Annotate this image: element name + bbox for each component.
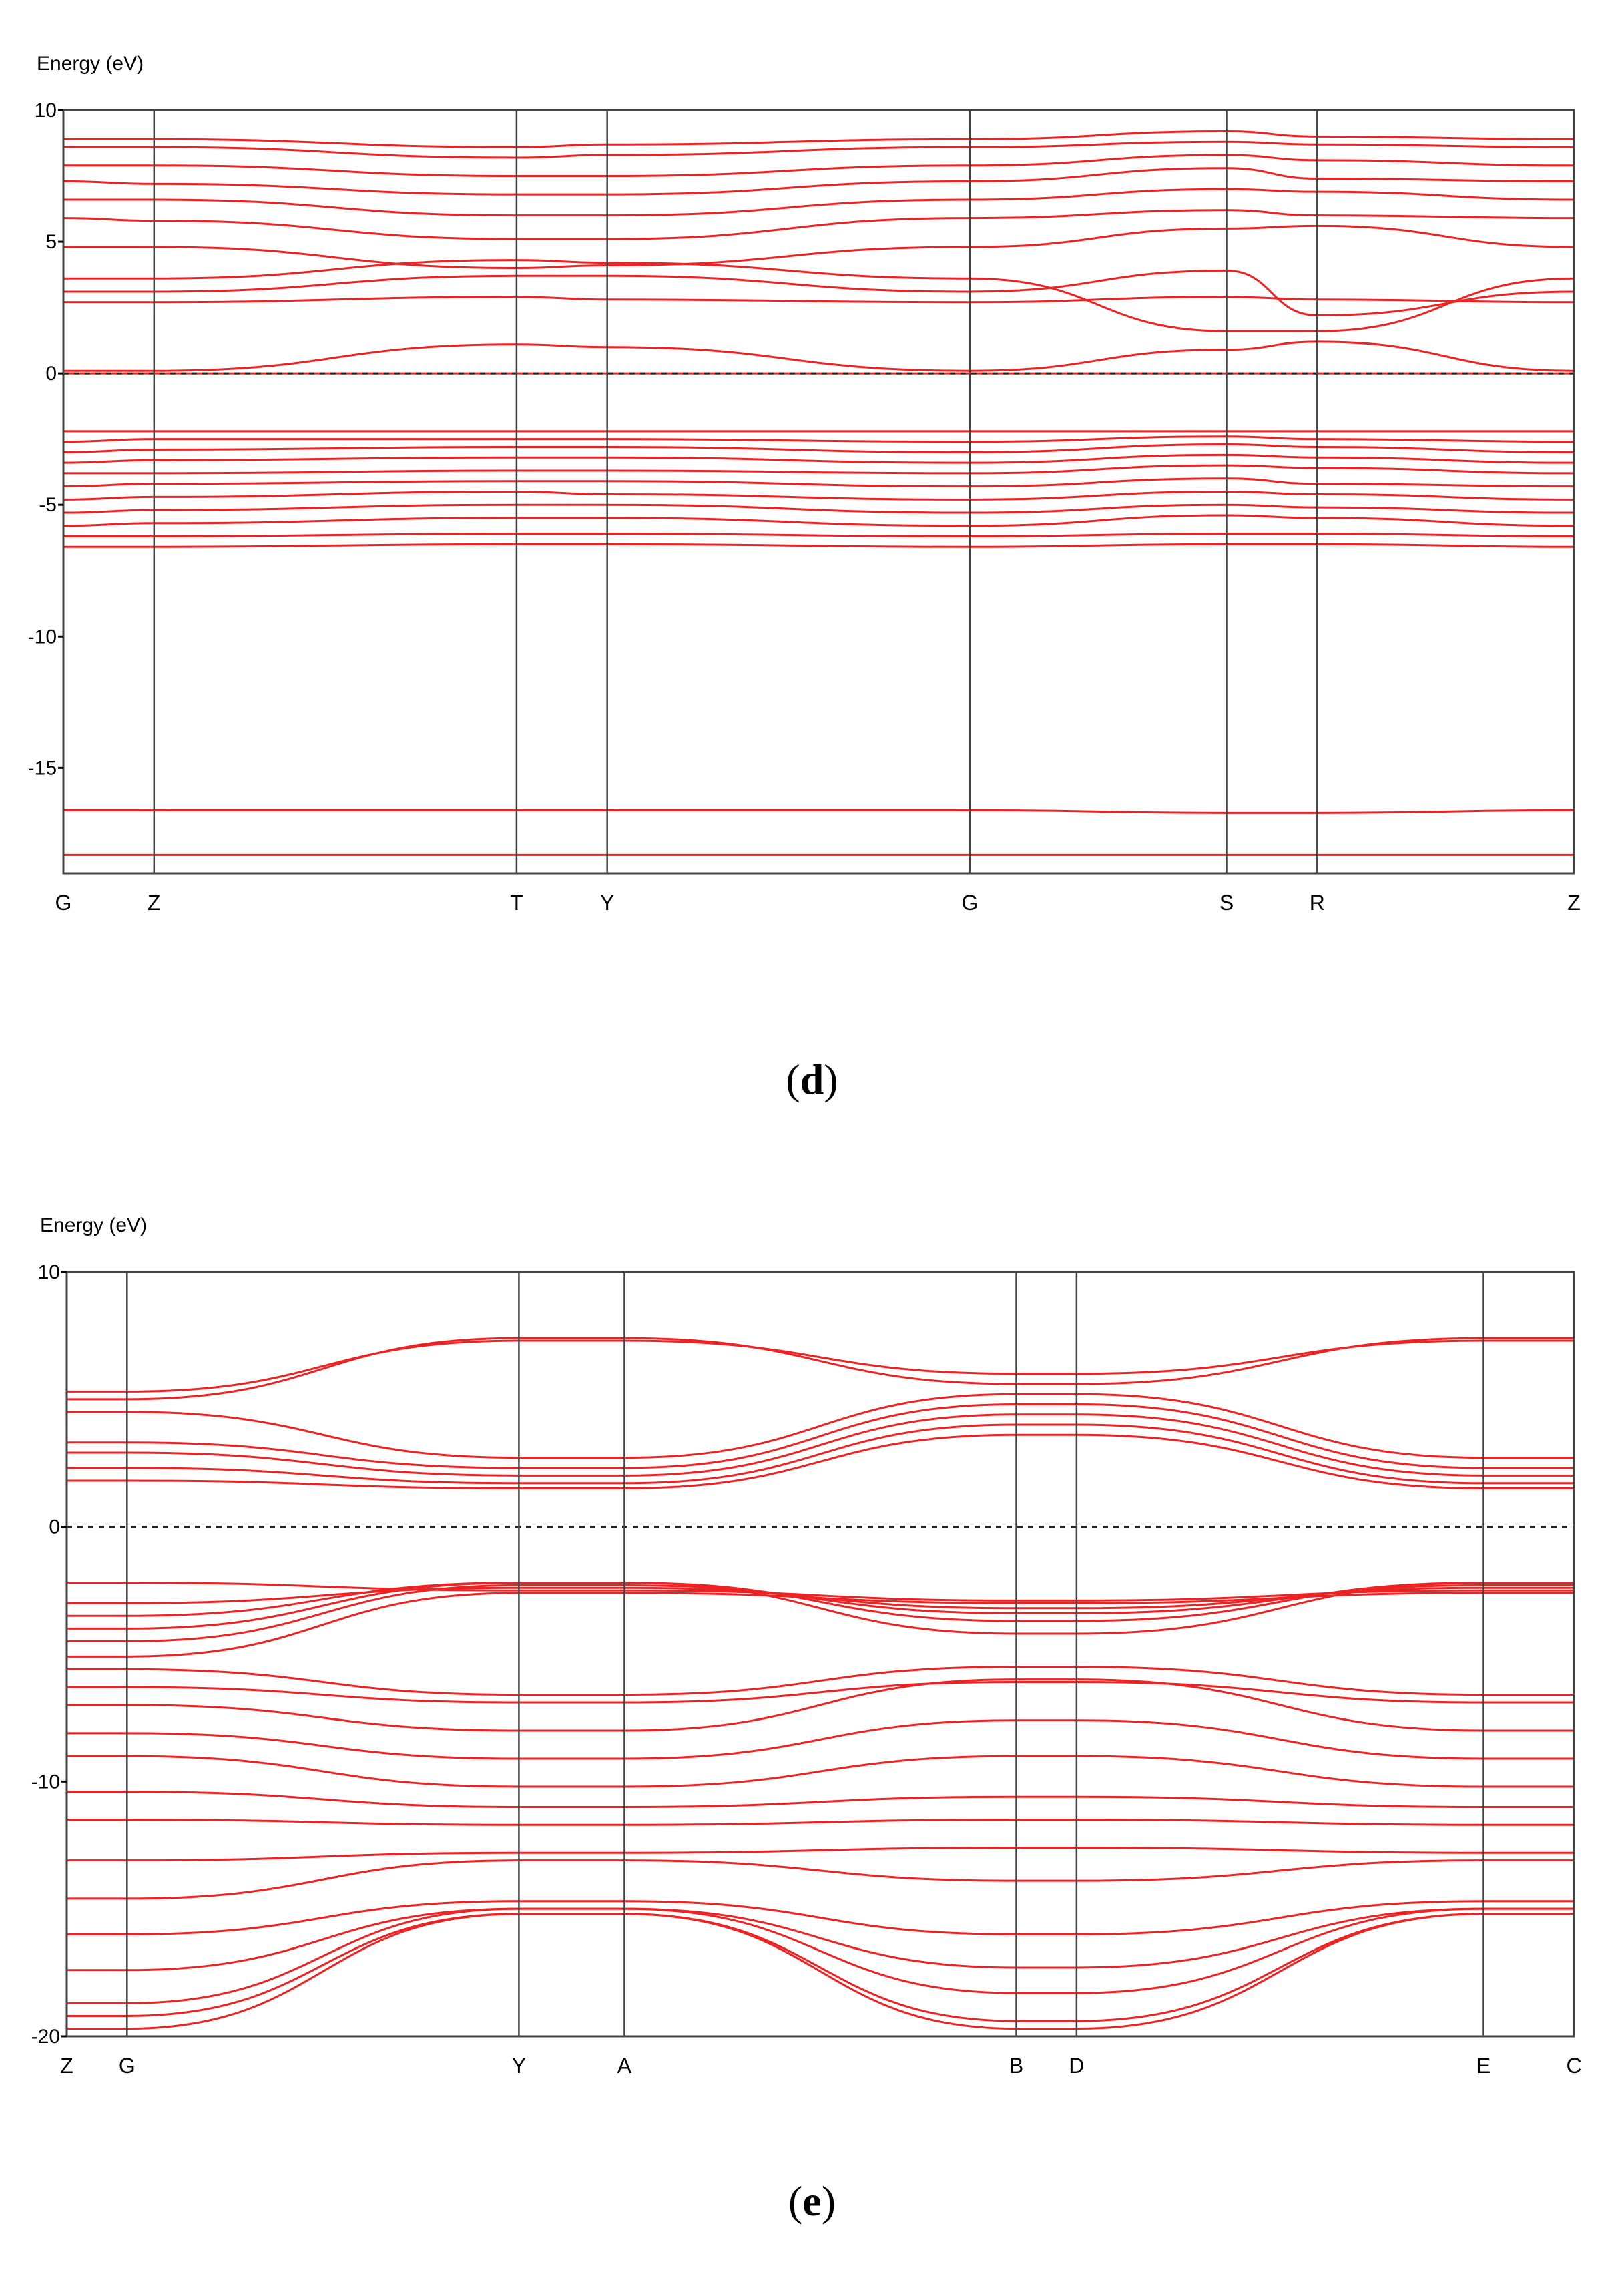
plot-frame [65, 1271, 1575, 2038]
plot-frame [62, 109, 1575, 875]
band-line-20 [63, 209, 1575, 240]
band-line-13 [67, 1680, 1574, 1704]
band-line-7 [63, 490, 1575, 501]
kpoint-label-8: Z [1567, 891, 1581, 915]
bands [63, 130, 1575, 856]
y-tick-label-5: -10 [28, 626, 57, 648]
band-line-10 [66, 1755, 1574, 1788]
band-line-8 [67, 1819, 1575, 1826]
band-line-21 [67, 1433, 1574, 1489]
kpoint-label-8: C [1566, 2054, 1581, 2078]
kpoint-label-5: G [961, 891, 978, 915]
band-line-10 [63, 453, 1575, 464]
caption-e: (e) [788, 2177, 836, 2225]
y-tick-label-2: 5 [45, 231, 57, 253]
kpoint-label-7: R [1310, 891, 1325, 915]
y-tick-label-6: -15 [28, 757, 57, 779]
band-line-12 [63, 435, 1575, 443]
y-tick-label-2: 0 [49, 1516, 60, 1538]
band-structure-chart-e: Energy (eV) Z G Y A B D E C 10 0 -10 -20 [31, 1214, 1582, 2078]
band-line-7 [66, 1847, 1574, 1862]
band-line-6 [67, 1859, 1574, 1900]
band-line-3 [66, 1907, 1574, 2004]
band-line-12 [67, 1678, 1574, 1732]
band-line-8 [63, 477, 1575, 488]
kpoint-label-6: D [1069, 2054, 1084, 2078]
kpoint-label-2: G [119, 2054, 136, 2078]
kpoint-label-4: A [617, 2054, 632, 2078]
band-line-14 [67, 1666, 1574, 1696]
band-line-18 [63, 259, 1575, 332]
band-line-5 [63, 514, 1575, 527]
band-line-2 [63, 809, 1575, 814]
kpoint-label-7: E [1476, 2054, 1491, 2078]
band-line-11 [67, 1719, 1574, 1760]
bands [66, 1337, 1575, 2030]
band-line-9 [63, 464, 1575, 475]
band-structure-panel-e: Energy (eV) Z G Y A B D E C 10 0 -10 -20 (e) [0, 1162, 1624, 2292]
band-line-24 [66, 1403, 1575, 1469]
y-axis-label: Energy (eV) [40, 1214, 147, 1236]
band-line-23 [63, 154, 1575, 178]
band-line-5 [67, 1900, 1574, 1935]
band-line-11 [63, 443, 1575, 453]
band-line-22 [63, 167, 1575, 196]
kpoint-label-5: B [1009, 2054, 1023, 2078]
band-line-21 [63, 188, 1575, 217]
kpoint-label-4: Y [600, 891, 614, 915]
band-structure-chart-d: Energy (eV) G Z T Y G S R Z 10 5 0 -5 -10 -15 [28, 53, 1581, 915]
kpoint-label-2: Z [148, 891, 161, 915]
band-line-25 [67, 1393, 1575, 1459]
y-tick-label-3: 0 [45, 363, 57, 385]
band-structure-panel-d: Energy (eV) G Z T Y G S R Z 10 5 0 -5 -10 -15 (d) [0, 0, 1624, 1135]
band-line-24 [63, 140, 1575, 159]
band-line-1 [66, 1913, 1574, 2030]
band-line-2 [67, 1913, 1574, 2022]
band-line-9 [66, 1791, 1574, 1808]
band-line-4 [63, 533, 1575, 538]
caption-d: (d) [786, 1056, 838, 1103]
band-line-27 [67, 1339, 1574, 1393]
band-line-18 [67, 1582, 1574, 1622]
kpoint-label-1: Z [60, 2054, 73, 2078]
kpoint-label-1: G [55, 891, 72, 915]
y-tick-label-4: -5 [39, 494, 57, 516]
y-tick-label-3: -10 [31, 1771, 60, 1793]
y-tick-label-4: -20 [31, 2026, 60, 2048]
kpoint-label-6: S [1220, 891, 1234, 915]
y-tick-label-1: 10 [35, 99, 57, 122]
band-line-3 [63, 543, 1575, 548]
band-line-16 [63, 296, 1575, 304]
kpoint-label-3: T [510, 891, 523, 915]
kpoint-label-3: Y [512, 2054, 526, 2078]
band-line-17 [63, 269, 1575, 316]
band-line-15 [63, 340, 1575, 372]
band-line-19 [63, 224, 1575, 269]
y-tick-label-1: 10 [38, 1261, 60, 1283]
y-axis-label: Energy (eV) [37, 53, 144, 75]
band-line-23 [67, 1413, 1574, 1477]
band-line-4 [67, 1907, 1574, 1972]
band-line-6 [63, 503, 1575, 514]
band-line-22 [66, 1423, 1574, 1485]
band-line-20 [66, 1582, 1574, 1602]
